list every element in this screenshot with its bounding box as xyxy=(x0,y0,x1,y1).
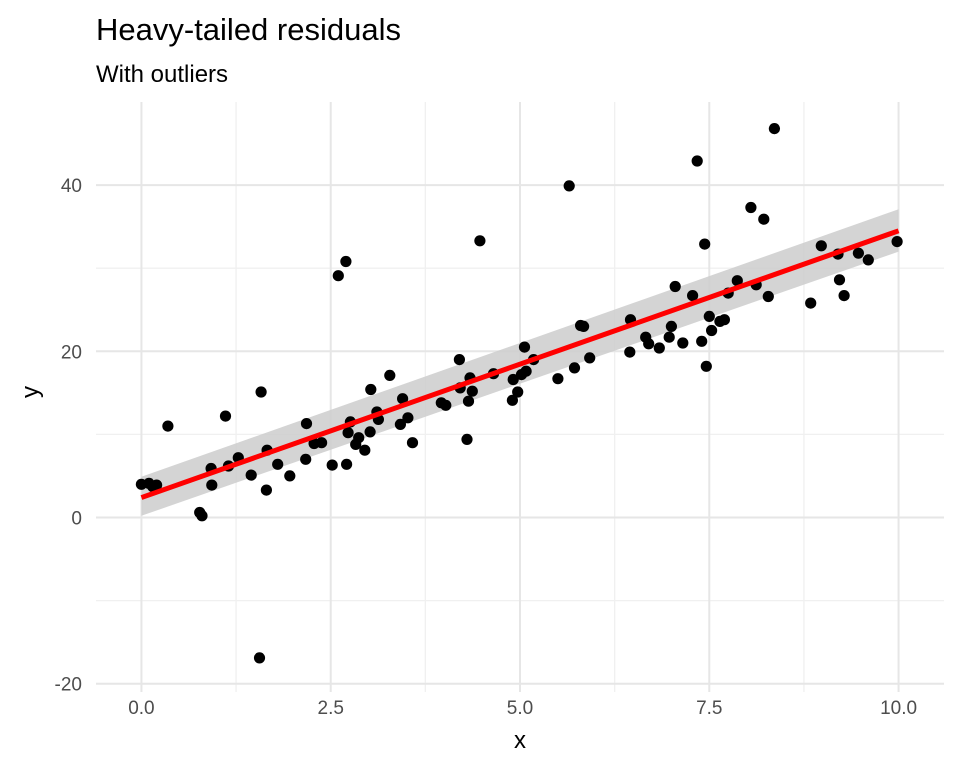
data-point xyxy=(359,444,371,456)
data-point xyxy=(891,236,903,248)
data-point xyxy=(300,418,313,430)
data-point xyxy=(196,510,208,522)
data-point xyxy=(663,331,675,343)
data-point xyxy=(394,418,406,430)
data-point xyxy=(815,240,827,252)
data-point xyxy=(706,324,718,337)
y-axis-ticks: -20 0 20 40 xyxy=(55,176,82,696)
data-point xyxy=(364,426,376,438)
data-point xyxy=(699,238,711,250)
x-tick-label: 7.5 xyxy=(696,698,722,719)
x-tick-label: 5.0 xyxy=(507,698,533,719)
data-point xyxy=(563,180,575,192)
y-tick-label: 40 xyxy=(61,176,82,197)
data-point xyxy=(365,383,377,396)
data-point xyxy=(677,337,689,349)
data-point xyxy=(284,470,296,482)
data-point xyxy=(838,290,850,302)
data-point xyxy=(461,433,473,445)
data-point xyxy=(624,346,636,358)
data-point xyxy=(253,652,266,664)
fit-line-layer xyxy=(140,228,900,500)
data-point xyxy=(397,393,409,405)
data-point xyxy=(696,335,708,347)
data-point xyxy=(805,297,817,309)
y-axis-title: y xyxy=(17,386,44,398)
data-point xyxy=(852,247,865,259)
data-point xyxy=(643,338,655,350)
chart-subtitle: With outliers xyxy=(96,61,228,88)
data-point xyxy=(440,399,452,411)
data-point xyxy=(762,290,774,303)
data-point xyxy=(353,432,365,444)
data-point xyxy=(340,255,352,268)
data-point xyxy=(402,412,414,424)
data-point xyxy=(568,362,581,374)
data-point xyxy=(578,320,590,332)
data-point xyxy=(332,270,344,282)
data-point xyxy=(520,365,532,377)
data-point xyxy=(687,290,699,302)
x-axis-ticks: 0.0 2.5 5.0 7.5 10.0 xyxy=(128,698,917,719)
data-point xyxy=(272,458,284,470)
data-point xyxy=(342,427,354,439)
y-tick-label: 20 xyxy=(61,342,82,363)
data-point xyxy=(862,254,874,266)
data-point xyxy=(700,360,712,372)
data-point xyxy=(518,341,531,353)
data-point xyxy=(669,280,681,293)
data-point xyxy=(745,201,757,214)
data-point xyxy=(718,314,731,326)
fit-line xyxy=(140,228,900,500)
data-point xyxy=(506,394,518,406)
x-axis-title: x xyxy=(514,727,526,754)
data-point xyxy=(462,395,475,407)
data-point xyxy=(316,437,328,449)
data-point xyxy=(245,469,257,481)
data-point xyxy=(300,453,312,465)
chart-title: Heavy-tailed residuals xyxy=(96,12,401,47)
x-tick-label: 2.5 xyxy=(318,698,344,719)
data-point xyxy=(584,352,596,364)
data-point xyxy=(768,123,781,135)
data-point xyxy=(665,320,678,332)
grid xyxy=(96,102,944,692)
data-point xyxy=(341,458,353,470)
data-point xyxy=(474,235,486,247)
data-point xyxy=(507,373,519,386)
points-layer xyxy=(135,123,903,664)
data-point xyxy=(731,275,743,287)
data-point xyxy=(326,459,338,471)
data-point xyxy=(512,386,524,398)
data-point xyxy=(260,484,272,496)
data-point xyxy=(758,213,770,225)
data-point xyxy=(255,386,267,398)
data-point xyxy=(466,385,478,397)
data-point xyxy=(833,274,846,286)
data-point xyxy=(151,479,163,491)
data-point xyxy=(552,373,564,385)
data-point xyxy=(453,354,465,366)
data-point xyxy=(219,410,232,422)
y-tick-label: -20 xyxy=(55,675,82,696)
data-point xyxy=(653,342,665,354)
data-point xyxy=(406,437,419,449)
data-point xyxy=(384,369,396,381)
data-point xyxy=(703,310,715,322)
x-tick-label: 0.0 xyxy=(128,698,154,719)
data-point xyxy=(162,420,174,432)
data-point xyxy=(206,479,218,491)
data-point xyxy=(691,155,703,167)
y-tick-label: 0 xyxy=(71,508,82,529)
x-tick-label: 10.0 xyxy=(880,698,917,719)
